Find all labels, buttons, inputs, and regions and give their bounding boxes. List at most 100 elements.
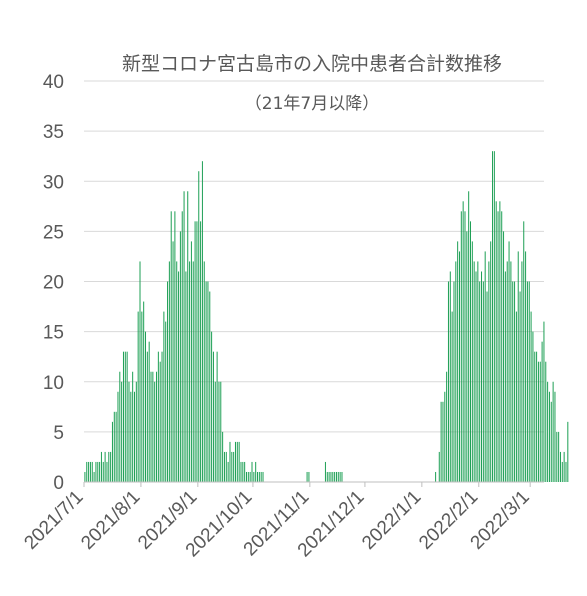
bar (477, 261, 479, 482)
bar (497, 211, 499, 482)
bar (88, 461, 90, 482)
bar (198, 171, 200, 482)
bar (324, 461, 326, 482)
bar (238, 441, 240, 482)
bar (233, 451, 235, 482)
bar (209, 291, 211, 482)
bar (547, 381, 549, 482)
bar (214, 381, 216, 482)
bar (515, 311, 517, 482)
bar (462, 201, 464, 483)
bar (122, 351, 124, 482)
bar (308, 471, 310, 482)
chart-title: 新型コロナ宮古島市の入院中患者合計数推移 (122, 53, 502, 75)
bar (165, 321, 167, 482)
bar (460, 211, 462, 482)
bar (216, 351, 218, 482)
bar (132, 371, 134, 482)
bar (145, 331, 147, 483)
bar (249, 471, 251, 482)
bar (453, 281, 455, 482)
bar (126, 351, 128, 482)
bar (150, 371, 152, 482)
bar (130, 391, 132, 482)
bar (181, 211, 183, 482)
bar (200, 221, 202, 482)
bar (519, 291, 521, 482)
bar (554, 391, 556, 482)
bar (95, 461, 97, 482)
bar (458, 251, 460, 482)
bar (466, 231, 468, 483)
bar (442, 401, 444, 482)
bar (260, 471, 262, 482)
bar (528, 281, 530, 482)
bar (196, 221, 198, 482)
bar (541, 341, 543, 482)
bar (475, 271, 477, 482)
bar (330, 471, 332, 482)
bar (89, 461, 91, 482)
bar (231, 451, 233, 482)
bar (341, 471, 343, 482)
bar (552, 381, 554, 482)
bar (163, 311, 165, 482)
bar (86, 461, 88, 482)
bar-series (84, 151, 569, 483)
bar (178, 271, 180, 482)
bar (236, 441, 238, 482)
bar (139, 261, 141, 482)
bar (137, 311, 139, 482)
bar (97, 461, 99, 482)
bar (108, 451, 110, 482)
y-axis-tick-labels: 0 5 10 15 20 25 30 35 40 (43, 72, 64, 494)
bar (253, 471, 255, 482)
bar (543, 321, 545, 482)
bar (207, 281, 209, 482)
bar (205, 281, 207, 482)
bar (449, 271, 451, 482)
bar (306, 471, 308, 482)
bar (93, 471, 95, 482)
bar (156, 371, 158, 482)
bar (481, 271, 483, 482)
bar (447, 281, 449, 482)
bar (258, 471, 260, 482)
bar (124, 351, 126, 482)
bar (565, 461, 567, 482)
bar (104, 451, 106, 482)
bar (495, 201, 497, 483)
bar (337, 471, 339, 482)
bar (493, 151, 495, 482)
y-tick-label: 40 (43, 72, 64, 93)
bar (548, 391, 550, 482)
bar (223, 451, 225, 482)
bar (152, 371, 154, 482)
bar (517, 251, 519, 482)
bar (499, 201, 501, 483)
y-tick-label: 10 (43, 373, 64, 394)
bar (482, 281, 484, 482)
bar (490, 241, 492, 482)
bar (539, 361, 541, 482)
bar (521, 261, 523, 482)
bar (435, 471, 437, 482)
x-tick-label: 2022/1/1 (358, 487, 425, 554)
bar (563, 451, 565, 482)
bar (492, 151, 494, 482)
bar (567, 421, 569, 482)
bar (212, 351, 214, 482)
bar (504, 271, 506, 482)
bar (440, 401, 442, 482)
bar (170, 211, 172, 482)
bar (550, 401, 552, 482)
bar (506, 261, 508, 482)
bar (486, 291, 488, 482)
bar (468, 191, 470, 482)
bar (561, 461, 563, 482)
bar (190, 241, 192, 482)
bar (133, 391, 135, 482)
bar (514, 281, 516, 482)
bar (172, 241, 174, 482)
